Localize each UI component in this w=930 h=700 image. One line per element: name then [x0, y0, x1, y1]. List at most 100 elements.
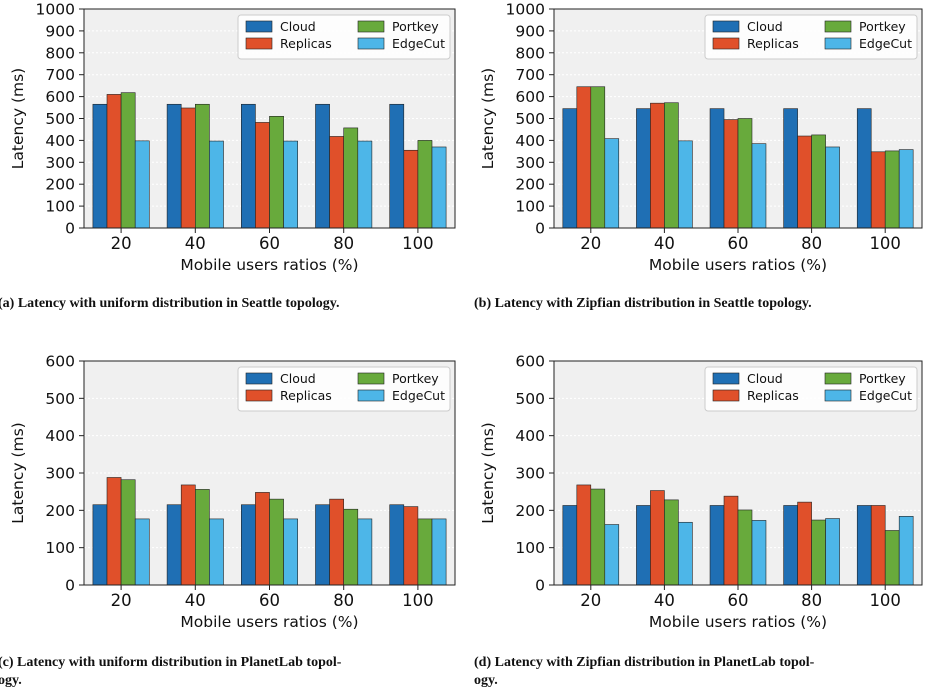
bar-portkey-40	[195, 489, 210, 586]
legend-swatch-portkey	[357, 372, 385, 385]
bar-portkey-40	[664, 102, 679, 229]
caption-c: (c) Latency with uniform distribution in…	[0, 654, 468, 690]
x-axis-label: Mobile users ratios (%)	[649, 613, 827, 631]
x-tick-label: 20	[580, 591, 601, 610]
bar-edgecut-40	[678, 140, 693, 229]
legend-label-cloud: Cloud	[280, 371, 316, 386]
bar-portkey-40	[195, 103, 210, 229]
x-tick-label: 40	[185, 591, 206, 610]
chart-a: 0 100 200 300 400 500 600 700 800 900 1000 20 40 60 80…	[9, 1, 456, 274]
bar-cloud-20	[92, 103, 108, 229]
bar-portkey-20	[590, 488, 606, 586]
bar-replicas-40	[650, 102, 665, 229]
bar-portkey-100	[884, 150, 900, 229]
y-tick-label: 400	[45, 427, 75, 445]
bar-portkey-60	[737, 509, 753, 586]
bar-replicas-80	[329, 498, 344, 586]
bar-portkey-80	[811, 519, 826, 586]
y-tick-label: 500	[45, 390, 75, 408]
legend-label-portkey: Portkey	[392, 19, 439, 34]
legend-label-portkey: Portkey	[859, 371, 906, 386]
x-axis-label: Mobile users ratios (%)	[180, 256, 358, 274]
plot-frame	[553, 360, 923, 586]
bar-portkey-20	[590, 86, 606, 229]
bar-cloud-20	[92, 504, 108, 586]
y-tick-label: 1000	[506, 1, 545, 19]
legend-swatch-replicas	[712, 37, 740, 50]
bar-portkey-60	[269, 116, 284, 229]
bar-cloud-100	[856, 505, 872, 586]
x-tick-label: 60	[728, 591, 749, 610]
y-tick-label: 300	[515, 465, 545, 483]
bar-replicas-100	[870, 505, 886, 586]
y-tick-label: 200	[515, 502, 545, 520]
bar-replicas-100	[870, 151, 886, 229]
caption-b-line-1: (b) Latency with Zipfian distribution in…	[474, 296, 812, 311]
y-tick-label: 500	[515, 110, 545, 128]
legend-label-edgecut: EdgeCut	[859, 36, 912, 51]
y-tick-label: 200	[515, 176, 545, 194]
bar-cloud-80	[315, 103, 330, 229]
legend-swatch-cloud	[712, 372, 740, 385]
y-tick-label: 200	[45, 502, 75, 520]
y-tick-label: 600	[45, 88, 75, 106]
y-tick-label: 800	[515, 44, 545, 62]
y-tick-label: 0	[65, 577, 75, 595]
bar-edgecut-20	[134, 518, 150, 586]
bar-replicas-40	[650, 490, 665, 586]
plot-frame	[83, 360, 456, 586]
x-tick-label: 20	[111, 591, 132, 610]
y-tick-label: 500	[45, 110, 75, 128]
y-tick-label: 400	[515, 427, 545, 445]
legend-swatch-cloud	[245, 372, 273, 385]
bar-edgecut-80	[825, 146, 840, 229]
y-tick-label: 400	[515, 132, 545, 150]
legend-label-edgecut: EdgeCut	[392, 388, 445, 403]
caption-d-line-2: ogy.	[474, 673, 498, 688]
y-tick-label: 900	[45, 22, 75, 40]
x-axis-label: Mobile users ratios (%)	[649, 256, 827, 274]
legend-swatch-portkey	[357, 20, 385, 33]
x-tick-label: 60	[259, 591, 280, 610]
caption-a-line-1: (a) Latency with uniform distribution in…	[0, 296, 340, 311]
y-tick-label: 400	[45, 132, 75, 150]
y-tick-label: 100	[45, 198, 75, 216]
bar-replicas-60	[723, 495, 739, 586]
y-tick-label: 100	[45, 539, 75, 557]
legend-label-edgecut: EdgeCut	[859, 388, 912, 403]
bar-portkey-20	[120, 92, 136, 229]
legend-swatch-replicas	[245, 37, 273, 50]
chart-c: 0 100 200 300 400 500 600 20 40 60 80 100 Mobile use…	[9, 353, 456, 631]
x-tick-label: 20	[580, 234, 601, 253]
legend-label-edgecut: EdgeCut	[392, 36, 445, 51]
bar-cloud-40	[166, 103, 182, 229]
chart-panel-b: 0 100 200 300 400 500 600 700 800 900 1000 20 40 60 80…	[470, 0, 930, 330]
x-tick-label: 80	[801, 591, 822, 610]
bar-edgecut-20	[604, 524, 620, 586]
y-tick-label: 0	[535, 577, 545, 595]
caption-a: (a) Latency with uniform distribution in…	[0, 295, 468, 313]
bar-cloud-40	[166, 504, 182, 586]
bar-replicas-100	[403, 506, 419, 586]
bar-edgecut-60	[283, 518, 298, 586]
y-axis-label: Latency (ms)	[9, 422, 27, 523]
bar-cloud-40	[636, 505, 651, 586]
bar-portkey-60	[737, 118, 753, 229]
bar-replicas-20	[576, 86, 592, 229]
legend-label-replicas: Replicas	[280, 36, 332, 51]
caption-c-line-2: ogy.	[0, 673, 22, 688]
y-tick-label: 700	[515, 66, 545, 84]
legend-label-cloud: Cloud	[280, 19, 316, 34]
y-tick-label: 300	[45, 154, 75, 172]
legend-swatch-replicas	[245, 389, 273, 402]
bar-replicas-80	[797, 135, 812, 229]
y-tick-label: 600	[515, 353, 545, 371]
x-tick-label: 80	[333, 591, 354, 610]
y-axis-label: Latency (ms)	[479, 422, 497, 523]
legend-swatch-portkey	[824, 20, 852, 33]
legend-label-cloud: Cloud	[747, 371, 783, 386]
bar-replicas-80	[329, 136, 344, 229]
bar-cloud-40	[636, 108, 651, 229]
bar-portkey-80	[343, 508, 359, 586]
bar-replicas-20	[106, 477, 122, 586]
